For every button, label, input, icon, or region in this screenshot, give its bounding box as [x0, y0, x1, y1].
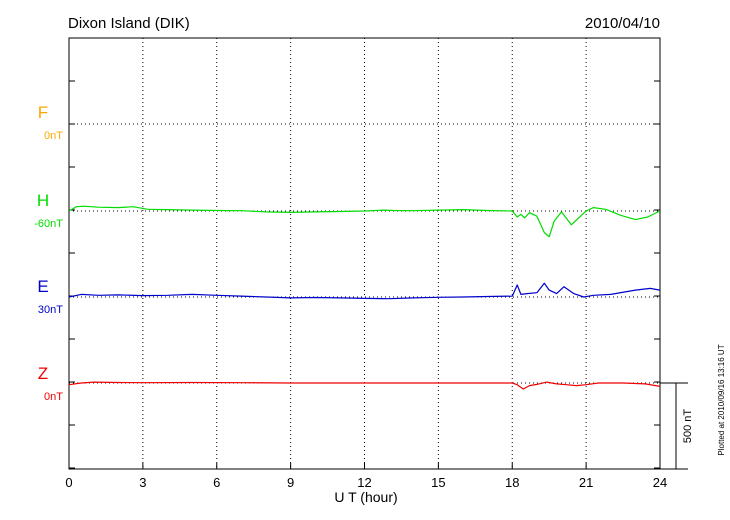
series-labels: F 0nT H -60nT E 30nT Z 0nT: [34, 103, 63, 403]
chart-date: 2010/04/10: [585, 15, 660, 32]
x-tick-label: 0: [65, 475, 72, 490]
series-baseline-e: 30nT: [38, 304, 63, 316]
x-tick-label: 6: [213, 475, 220, 490]
scale-bar: 500 nT: [660, 382, 694, 470]
series-line-e: [68, 282, 661, 300]
series-name-z: Z: [38, 364, 48, 383]
series-baseline-z: 0nT: [44, 391, 63, 403]
baselines: [69, 123, 660, 384]
plotted-at-note: Plotted at 2010/09/16 13:16 UT: [717, 344, 726, 455]
series-line-h: [68, 205, 661, 238]
x-tick-labels: 0 3 6 9 12 15 18 21 24: [65, 463, 667, 490]
series-line-z: [68, 381, 661, 390]
scale-bar-label: 500 nT: [682, 409, 694, 444]
series-baseline-h: -60nT: [34, 218, 63, 230]
x-tick-label: 24: [653, 475, 667, 490]
x-tick-label: 18: [505, 475, 519, 490]
x-tick-label: 9: [287, 475, 294, 490]
x-tick-label: 3: [139, 475, 146, 490]
chart-title: Dixon Island (DIK): [68, 15, 190, 32]
x-tick-label: 15: [431, 475, 445, 490]
series-name-e: E: [37, 277, 48, 296]
gridlines: [142, 38, 587, 469]
x-axis-label: U T (hour): [334, 489, 397, 505]
series-lines: [68, 205, 661, 390]
series-name-f: F: [38, 103, 48, 122]
x-tick-label: 12: [357, 475, 371, 490]
series-baseline-f: 0nT: [44, 130, 63, 142]
x-tick-label: 21: [579, 475, 593, 490]
series-name-h: H: [37, 191, 49, 210]
